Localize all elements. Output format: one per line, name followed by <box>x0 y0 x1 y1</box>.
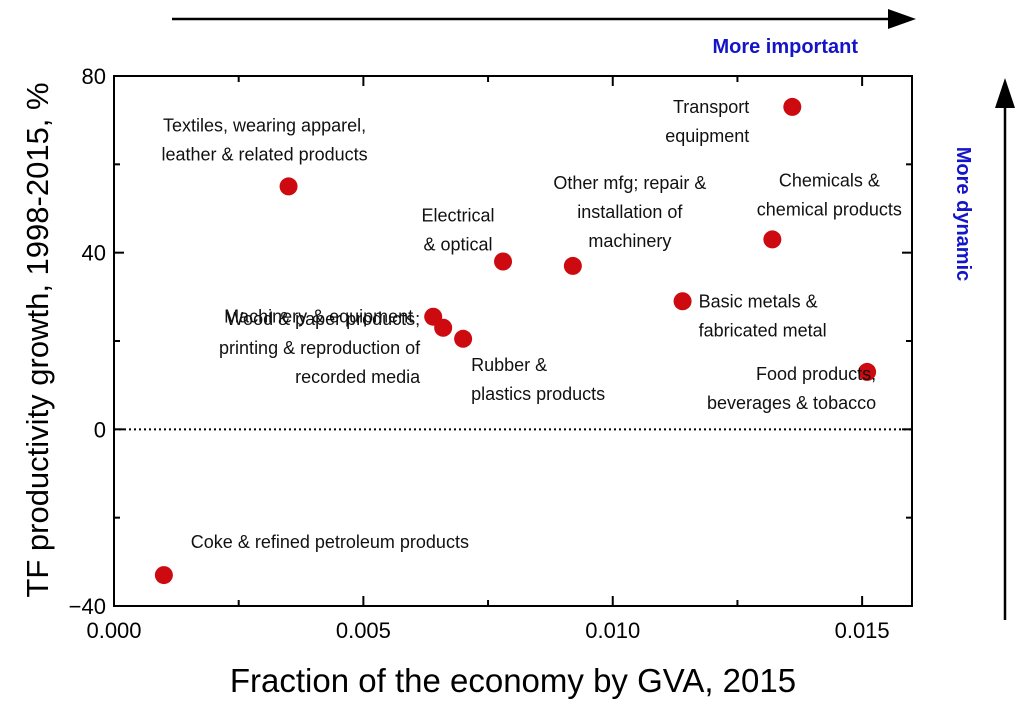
point-label: Basic metals & fabricated metal <box>699 291 827 340</box>
data-point <box>858 362 877 381</box>
data-point <box>563 256 582 275</box>
data-point <box>154 566 173 585</box>
point-label: Rubber & plastics products <box>471 355 605 404</box>
axis-ticks <box>113 75 912 607</box>
point-label: Wood & paper products; printing & reprodu… <box>219 309 421 387</box>
data-point <box>494 252 513 271</box>
more-important-arrow <box>172 9 916 29</box>
point-label: Other mfg; repair & installation of machin… <box>553 173 706 251</box>
point-labels: Textiles, wearing apparel, leather & rela… <box>162 97 902 552</box>
x-tick-label: 0.000 <box>86 618 141 643</box>
more-important-label: More important <box>712 36 858 58</box>
data-point <box>673 292 692 311</box>
data-point <box>783 97 802 116</box>
point-label: Transport equipment <box>665 97 749 146</box>
data-point <box>279 177 298 196</box>
point-label: Chemicals & chemical products <box>757 170 902 219</box>
y-tick-label: 0 <box>94 417 106 442</box>
point-label: Textiles, wearing apparel, leather & rela… <box>162 115 368 164</box>
point-label: Machinery & equipment <box>224 307 413 327</box>
x-tick-label: 0.005 <box>336 618 391 643</box>
y-tick-label: 80 <box>82 64 106 89</box>
x-axis-title: Fraction of the economy by GVA, 2015 <box>230 662 796 699</box>
more-dynamic-label: More dynamic <box>952 147 974 281</box>
point-label: Coke & refined petroleum products <box>191 532 469 552</box>
x-tick-label: 0.010 <box>585 618 640 643</box>
y-axis-title: TF productivity growth, 1998-2015, % <box>20 82 55 597</box>
y-tick-label: 40 <box>82 241 106 266</box>
more-dynamic-arrow <box>995 78 1015 620</box>
x-tick-label: 0.015 <box>835 618 890 643</box>
data-point <box>434 318 453 337</box>
data-points <box>154 97 877 585</box>
point-label: Food products, beverages & tobacco <box>707 364 876 413</box>
data-point <box>454 329 473 348</box>
data-point <box>763 230 782 249</box>
y-tick-label: −40 <box>69 594 106 619</box>
axis-tick-labels: 0.000 0.005 0.010 0.015 80 40 0 −40 <box>69 64 890 643</box>
point-label: Electrical & optical <box>422 206 495 255</box>
